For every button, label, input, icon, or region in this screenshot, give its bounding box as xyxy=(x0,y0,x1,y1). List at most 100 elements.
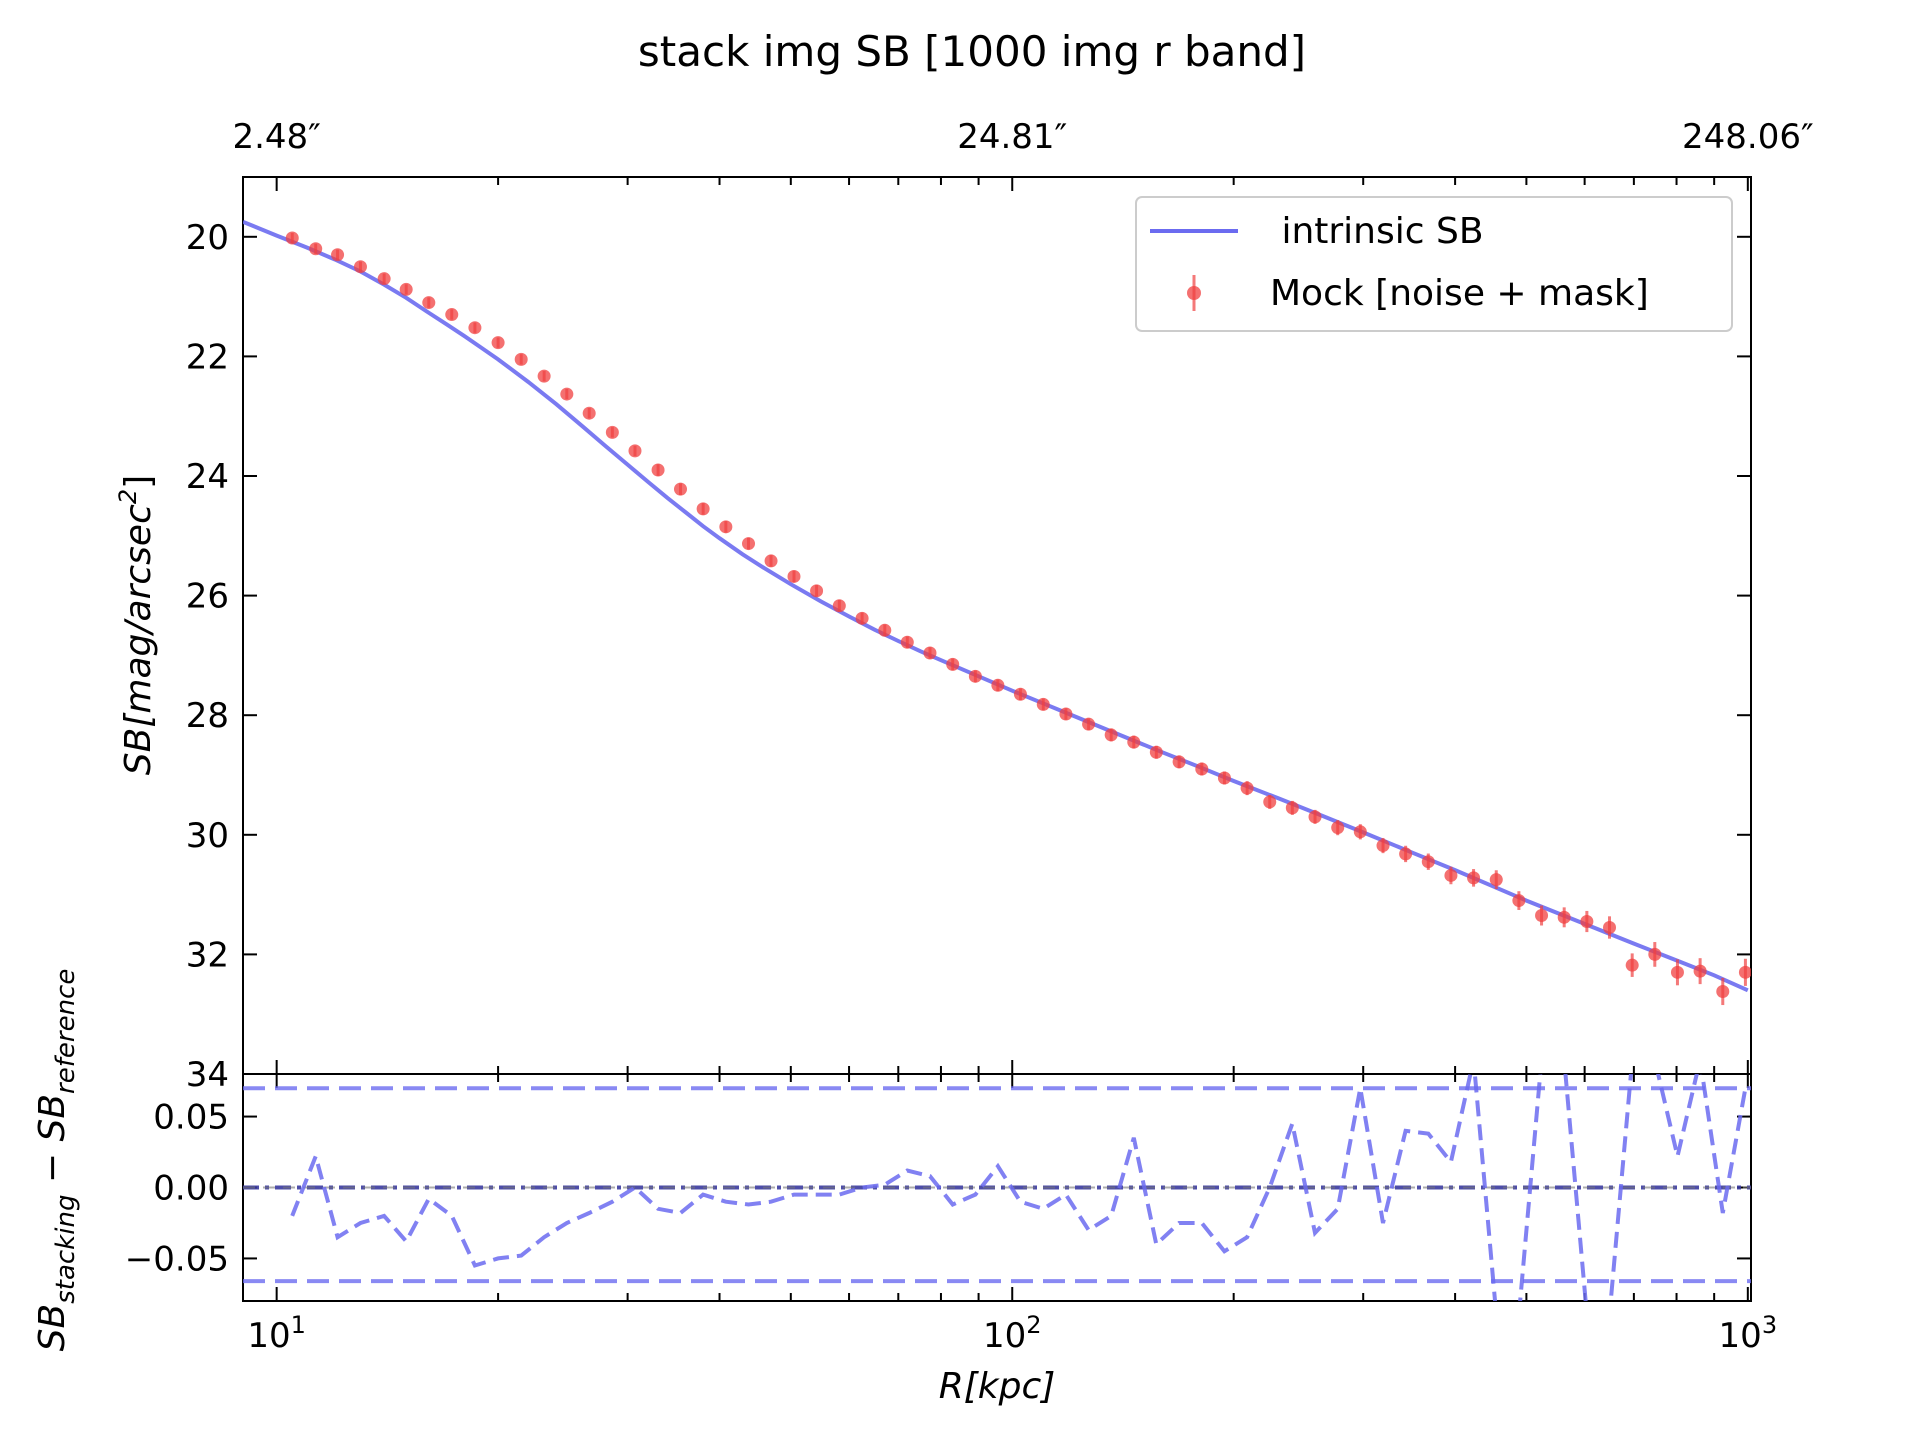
mock-point xyxy=(1127,735,1141,749)
mock-point xyxy=(787,569,801,583)
x-axis-label: R[kpc] xyxy=(939,1366,1056,1407)
y-tick-label: 26 xyxy=(186,577,229,617)
mock-point xyxy=(810,584,824,598)
residual-y-tick-label: 0.05 xyxy=(153,1098,229,1138)
mock-point xyxy=(1104,728,1118,742)
mock-point xyxy=(605,425,619,439)
top-axis-tick-label: 248.06″ xyxy=(1682,117,1814,157)
mock-point xyxy=(399,282,413,296)
mock-point xyxy=(537,369,551,383)
mock-point xyxy=(309,242,323,256)
ylabel-close: ] xyxy=(118,475,159,489)
mock-point xyxy=(832,599,846,613)
legend-box xyxy=(1135,196,1733,332)
mock-point xyxy=(1648,947,1662,961)
mock-point xyxy=(1036,697,1050,711)
mock-point xyxy=(1603,920,1617,934)
mock-point xyxy=(673,482,687,496)
residual-yaxis-labels: 0.05 0.00 −0.05 xyxy=(125,1098,229,1280)
residual-ylabel-a: SB xyxy=(32,1304,73,1352)
residual-y-tick-label: 0.00 xyxy=(153,1169,229,1209)
mock-point xyxy=(1467,871,1481,885)
x-tick-label: 103 xyxy=(1719,1311,1778,1356)
mock-point xyxy=(1353,825,1367,839)
mock-point xyxy=(1082,717,1096,731)
mock-point xyxy=(1693,964,1707,978)
top-axis: 2.48″ 24.81″ 248.06″ xyxy=(232,117,1813,157)
mock-point xyxy=(900,635,914,649)
mock-point xyxy=(422,296,436,310)
mock-point xyxy=(1738,965,1751,979)
mock-point xyxy=(1013,687,1027,701)
mock-point xyxy=(582,406,596,420)
y-tick-label: 24 xyxy=(186,457,229,497)
residual-data xyxy=(243,1074,1751,1301)
mock-point xyxy=(1285,801,1299,815)
mock-point xyxy=(1512,894,1526,908)
chart-title: stack img SB [1000 img r band] xyxy=(638,27,1306,76)
x-tick-base: 10 xyxy=(1719,1316,1762,1356)
y-tick-label: 28 xyxy=(186,696,229,736)
mock-point xyxy=(445,308,459,322)
top-axis-tick-label: 24.81″ xyxy=(957,117,1067,157)
mock-point xyxy=(1625,958,1639,972)
mock-point xyxy=(285,231,299,245)
mock-point xyxy=(855,611,869,625)
residual-xaxis-labels: 101 102 103 xyxy=(247,1311,1777,1356)
y-tick-label: 34 xyxy=(186,1055,229,1095)
mock-point xyxy=(878,623,892,637)
mock-point xyxy=(1580,915,1594,929)
mock-point xyxy=(1217,771,1231,785)
mock-point xyxy=(968,669,982,683)
legend-label-mock: Mock [noise + mask] xyxy=(1270,273,1649,314)
mock-point xyxy=(696,502,710,516)
mock-point xyxy=(923,646,937,660)
intrinsic-sb-line xyxy=(243,219,1749,993)
mock-point xyxy=(946,657,960,671)
mock-point xyxy=(764,554,778,568)
mock-point xyxy=(514,352,528,366)
residual-y-axis-label: SBstacking − SBreference xyxy=(32,969,81,1352)
mock-point xyxy=(1059,707,1073,721)
mock-point xyxy=(1421,855,1435,869)
mock-point xyxy=(1716,984,1730,998)
ylabel-superscript: 2 xyxy=(114,489,142,504)
x-tick-base: 10 xyxy=(247,1316,290,1356)
mock-point xyxy=(560,387,574,401)
ylabel-base: SB[mag/arcsec xyxy=(118,504,159,775)
x-tick-exponent: 3 xyxy=(1762,1311,1777,1339)
mock-point xyxy=(1308,810,1322,824)
mock-point xyxy=(1535,909,1549,923)
residual-ylabel-b-sub: reference xyxy=(51,969,81,1094)
mock-point xyxy=(1557,910,1571,924)
legend: intrinsic SB Mock [noise + mask] xyxy=(1135,196,1733,332)
mock-point xyxy=(1195,762,1209,776)
residual-ylabel-a-sub: stacking xyxy=(51,1195,81,1304)
x-tick-label: 102 xyxy=(983,1311,1042,1356)
mock-point xyxy=(719,520,733,534)
mock-point xyxy=(1331,821,1345,835)
residual-y-tick-label: −0.05 xyxy=(125,1239,229,1279)
main-panel: 20 22 24 26 28 30 32 34 SB[mag/arcsec2] … xyxy=(114,176,1752,1095)
residual-ylabel-mid: − SB xyxy=(32,1094,73,1195)
mock-point xyxy=(1670,965,1684,979)
mock-point xyxy=(353,260,367,274)
y-tick-label: 22 xyxy=(186,337,229,377)
mock-point xyxy=(742,537,756,551)
mock-point xyxy=(1444,868,1458,882)
mock-point xyxy=(628,444,642,458)
top-axis-tick-label: 2.48″ xyxy=(232,117,320,157)
mock-point xyxy=(491,336,505,350)
main-yaxis-labels: 20 22 24 26 28 30 32 34 xyxy=(186,218,229,1095)
main-axis-ticks xyxy=(242,177,1751,1075)
mock-point xyxy=(468,321,482,335)
mock-point xyxy=(651,463,665,477)
x-tick-exponent: 1 xyxy=(291,1311,306,1339)
mock-point xyxy=(1489,873,1503,887)
mock-point xyxy=(1172,755,1186,769)
mock-point xyxy=(377,272,391,286)
x-tick-label: 101 xyxy=(247,1311,306,1356)
legend-marker-swatch xyxy=(1187,286,1201,300)
residual-panel: 0.05 0.00 −0.05 101 102 103 R[kpc] SBsta… xyxy=(32,969,1777,1407)
x-tick-exponent: 2 xyxy=(1026,1311,1041,1339)
